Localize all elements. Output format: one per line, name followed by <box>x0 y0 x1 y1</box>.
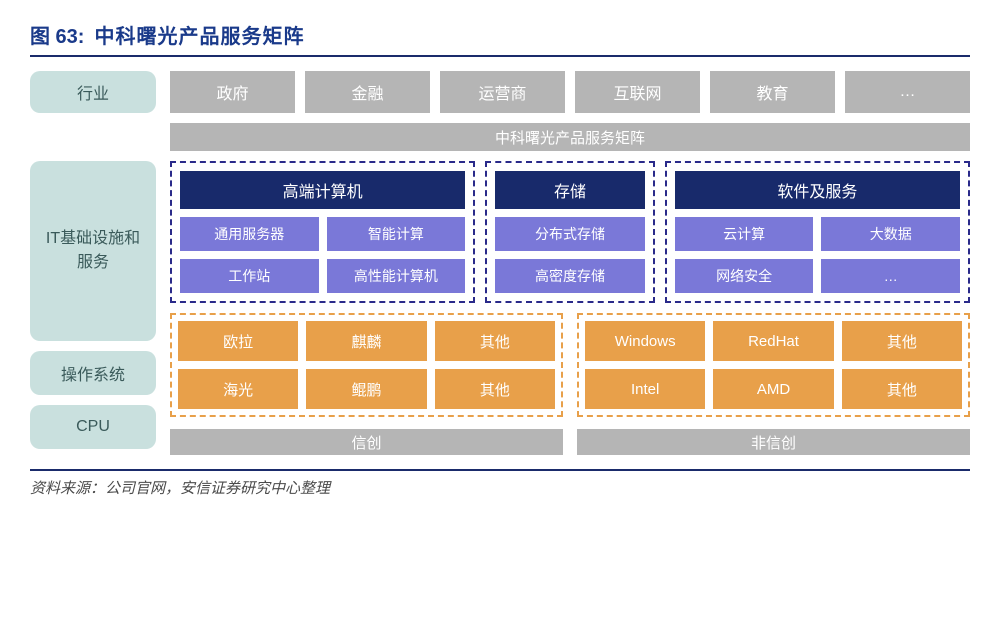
source-citation: 资料来源：公司官网，安信证券研究中心整理 <box>30 469 970 498</box>
cpu-row: 海光 鲲鹏 其他 <box>178 369 555 409</box>
cpu-box: Intel <box>585 369 705 409</box>
cpu-box: 海光 <box>178 369 298 409</box>
product-box: 工作站 <box>180 259 319 293</box>
figure-header: 图 63: 中科曙光产品服务矩阵 <box>30 20 970 57</box>
product-box: 分布式存储 <box>495 217 645 251</box>
product-box: 通用服务器 <box>180 217 319 251</box>
product-box: 云计算 <box>675 217 814 251</box>
xinchuang-group: 欧拉 麒麟 其他 海光 鲲鹏 其他 <box>170 313 563 417</box>
it-groups-row: 高端计算机 通用服务器 智能计算 工作站 高性能计算机 存储 分布式存储 高密度… <box>170 161 970 303</box>
os-box: RedHat <box>713 321 833 361</box>
os-row: 欧拉 麒麟 其他 <box>178 321 555 361</box>
diagram-root: 行业 IT基础设施和服务 操作系统 CPU 政府 金融 运营商 互联网 教育 …… <box>30 71 970 455</box>
cpu-box: AMD <box>713 369 833 409</box>
os-cpu-block: 欧拉 麒麟 其他 海光 鲲鹏 其他 Windows RedHat 其他 Inte… <box>170 313 970 417</box>
os-box: 欧拉 <box>178 321 298 361</box>
cpu-row: Intel AMD 其他 <box>585 369 962 409</box>
it-group-compute: 高端计算机 通用服务器 智能计算 工作站 高性能计算机 <box>170 161 475 303</box>
footer-row: 信创 非信创 <box>170 429 970 455</box>
industry-box: 教育 <box>710 71 835 113</box>
footer-box: 非信创 <box>577 429 970 455</box>
os-row: Windows RedHat 其他 <box>585 321 962 361</box>
label-cpu: CPU <box>30 405 156 449</box>
industry-box: 政府 <box>170 71 295 113</box>
os-box: 其他 <box>842 321 962 361</box>
row-labels-column: 行业 IT基础设施和服务 操作系统 CPU <box>30 71 156 455</box>
cpu-box: 其他 <box>435 369 555 409</box>
label-os: 操作系统 <box>30 351 156 395</box>
figure-title: 中科曙光产品服务矩阵 <box>94 20 304 49</box>
non-xinchuang-group: Windows RedHat 其他 Intel AMD 其他 <box>577 313 970 417</box>
industry-box: … <box>845 71 970 113</box>
group-head: 存储 <box>495 171 645 209</box>
os-box: Windows <box>585 321 705 361</box>
product-box: 高密度存储 <box>495 259 645 293</box>
footer-box: 信创 <box>170 429 563 455</box>
os-box: 其他 <box>435 321 555 361</box>
os-box: 麒麟 <box>306 321 426 361</box>
matrix-header: 中科曙光产品服务矩阵 <box>170 123 970 151</box>
product-box: … <box>821 259 960 293</box>
industry-row: 政府 金融 运营商 互联网 教育 … <box>170 71 970 113</box>
industry-box: 金融 <box>305 71 430 113</box>
group-head: 软件及服务 <box>675 171 960 209</box>
label-it-infra: IT基础设施和服务 <box>30 161 156 341</box>
cpu-box: 其他 <box>842 369 962 409</box>
group-head: 高端计算机 <box>180 171 465 209</box>
label-industry: 行业 <box>30 71 156 113</box>
product-box: 大数据 <box>821 217 960 251</box>
content-column: 政府 金融 运营商 互联网 教育 … 中科曙光产品服务矩阵 高端计算机 通用服务… <box>170 71 970 455</box>
product-box: 网络安全 <box>675 259 814 293</box>
industry-box: 互联网 <box>575 71 700 113</box>
it-group-storage: 存储 分布式存储 高密度存储 <box>485 161 655 303</box>
it-group-software: 软件及服务 云计算 大数据 网络安全 … <box>665 161 970 303</box>
cpu-box: 鲲鹏 <box>306 369 426 409</box>
figure-number: 图 63: <box>30 20 84 49</box>
product-box: 智能计算 <box>327 217 466 251</box>
product-box: 高性能计算机 <box>327 259 466 293</box>
industry-box: 运营商 <box>440 71 565 113</box>
